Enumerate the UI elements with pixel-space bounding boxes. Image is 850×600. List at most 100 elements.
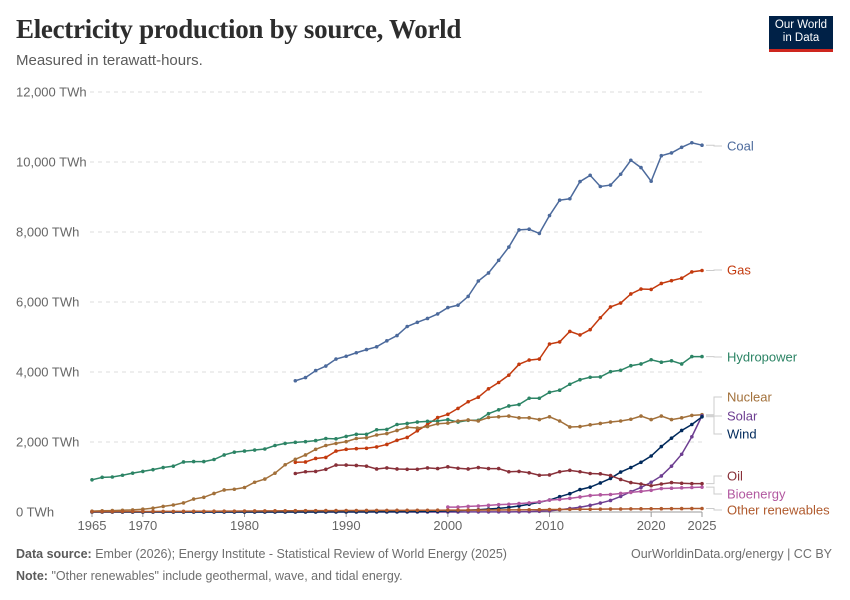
data-point-gas <box>598 315 603 320</box>
x-tick-label: 2020 <box>637 518 666 533</box>
data-point-bioenergy <box>537 500 542 504</box>
data-point-oil <box>690 481 694 486</box>
data-point-wind <box>507 505 511 510</box>
data-point-oil <box>334 463 338 467</box>
note-text: "Other renewables" include geothermal, w… <box>51 569 403 583</box>
data-point-oil <box>435 466 440 471</box>
data-point-coal <box>618 172 623 177</box>
y-tick-label: 0 TWh <box>16 505 54 520</box>
data-point-coal <box>293 378 298 383</box>
data-point-hydropower <box>110 475 115 479</box>
data-point-bioenergy <box>527 501 531 505</box>
logo-text: Our World in Data <box>774 19 828 44</box>
data-point-solar <box>608 498 613 503</box>
data-point-bioenergy <box>486 503 491 508</box>
data-point-wind <box>690 422 694 427</box>
data-point-nuclear <box>425 424 430 429</box>
data-point-hydropower <box>679 362 684 366</box>
data-point-nuclear <box>588 423 592 427</box>
data-point-nuclear <box>344 439 348 444</box>
data-point-oil <box>425 466 430 470</box>
chart-subtitle: Measured in terawatt-hours. <box>16 52 203 69</box>
data-point-oil <box>446 465 450 469</box>
data-point-nuclear <box>313 447 318 452</box>
data-point-nuclear <box>191 497 196 501</box>
data-point-other-renewables <box>232 509 237 513</box>
data-point-bioenergy <box>679 486 684 490</box>
data-point-gas <box>374 445 379 449</box>
data-point-nuclear <box>608 420 613 424</box>
data-point-gas <box>557 340 562 344</box>
data-point-other-renewables <box>161 509 165 514</box>
data-point-other-renewables <box>405 508 409 513</box>
data-point-other-renewables <box>263 509 267 513</box>
data-point-gas <box>568 329 572 334</box>
owid-logo[interactable]: Our World in Data <box>769 16 833 52</box>
data-point-bioenergy <box>446 505 450 509</box>
data-point-oil <box>476 465 481 470</box>
data-point-other-renewables <box>242 509 247 513</box>
data-point-gas <box>669 278 674 283</box>
y-tick-label: 2,000 TWh <box>16 435 79 450</box>
data-point-bioenergy <box>456 505 460 509</box>
data-point-gas <box>527 358 531 362</box>
data-point-other-renewables <box>191 509 196 514</box>
data-point-hydropower <box>486 411 491 416</box>
data-point-other-renewables <box>700 506 704 511</box>
data-point-other-renewables <box>466 508 470 512</box>
data-point-hydropower <box>547 390 552 395</box>
data-point-nuclear <box>385 431 389 436</box>
data-point-wind <box>659 444 664 449</box>
data-point-bioenergy <box>466 504 470 509</box>
y-tick-label: 4,000 TWh <box>16 365 79 380</box>
data-point-other-renewables <box>141 509 145 514</box>
data-point-oil <box>659 482 664 486</box>
data-point-other-renewables <box>120 509 125 514</box>
data-point-hydropower <box>385 427 389 432</box>
data-point-nuclear <box>415 426 420 430</box>
series-label-coal: Coal <box>727 139 754 154</box>
data-point-hydropower <box>273 443 277 448</box>
data-point-hydropower <box>700 354 704 359</box>
data-point-hydropower <box>629 363 633 368</box>
data-point-other-renewables <box>557 507 562 512</box>
data-point-other-renewables <box>435 508 440 513</box>
data-point-coal <box>659 153 664 158</box>
data-point-other-renewables <box>425 508 430 513</box>
data-point-oil <box>517 469 521 474</box>
data-point-wind <box>700 415 704 419</box>
data-point-gas <box>547 342 552 346</box>
data-point-solar <box>598 501 603 505</box>
x-tick-label: 2000 <box>433 518 462 533</box>
data-point-other-renewables <box>222 509 226 513</box>
data-point-nuclear <box>161 504 165 509</box>
source-url-link[interactable]: OurWorldinData.org/energy | CC BY <box>630 547 832 561</box>
data-point-nuclear <box>151 506 155 510</box>
data-point-bioenergy <box>557 497 562 502</box>
data-point-hydropower <box>252 448 257 452</box>
data-point-hydropower <box>405 421 409 426</box>
data-point-coal <box>537 231 542 236</box>
data-point-coal <box>354 350 359 355</box>
data-point-gas <box>395 438 399 443</box>
x-tick-label: 2010 <box>535 518 564 533</box>
data-point-bioenergy <box>588 493 592 498</box>
data-point-nuclear <box>507 414 511 418</box>
data-point-other-renewables <box>639 507 643 511</box>
data-point-coal <box>405 324 409 329</box>
chart-title: Electricity production by source, World <box>16 14 462 44</box>
data-point-gas <box>659 281 664 286</box>
data-point-other-renewables <box>354 508 359 513</box>
data-point-hydropower <box>364 432 369 437</box>
data-point-oil <box>639 482 643 486</box>
data-point-gas <box>618 301 623 305</box>
data-point-other-renewables <box>202 509 206 514</box>
data-point-coal <box>486 271 491 275</box>
data-point-solar <box>618 494 623 499</box>
data-point-oil <box>385 466 389 470</box>
data-point-bioenergy <box>598 493 603 497</box>
label-connector-wind <box>706 416 722 435</box>
data-point-oil <box>415 467 420 472</box>
data-point-oil <box>364 464 369 468</box>
